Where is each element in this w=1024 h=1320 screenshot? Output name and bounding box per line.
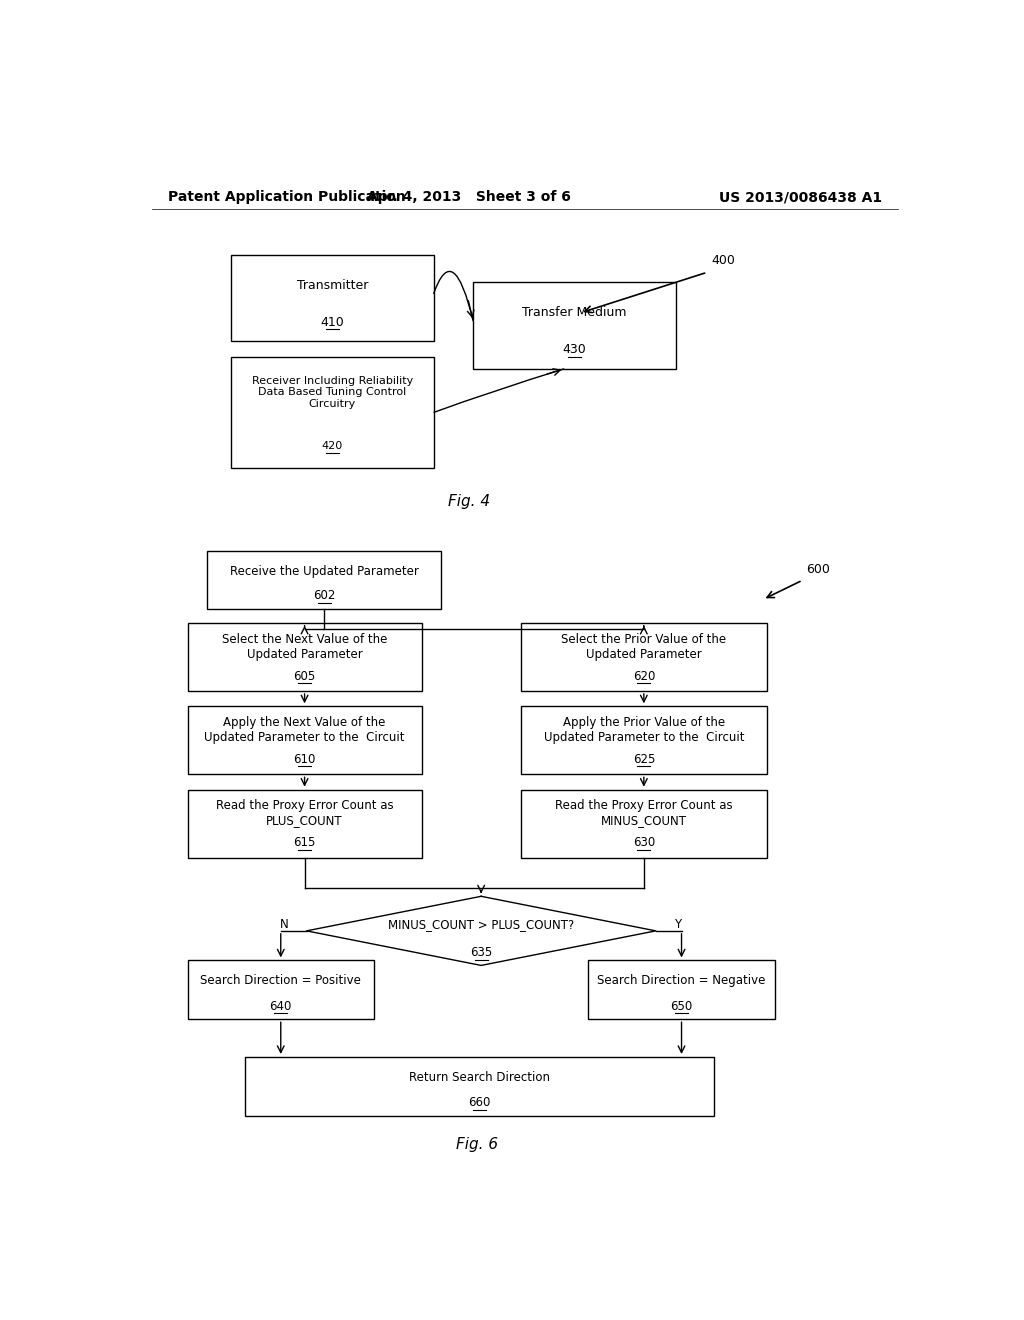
Text: Return Search Direction: Return Search Direction <box>409 1071 550 1084</box>
FancyBboxPatch shape <box>187 706 422 775</box>
FancyArrowPatch shape <box>767 581 800 598</box>
Text: Y: Y <box>675 919 682 932</box>
Text: Transfer Medium: Transfer Medium <box>522 306 627 319</box>
Text: Search Direction = Positive: Search Direction = Positive <box>201 974 361 987</box>
Polygon shape <box>306 896 655 965</box>
Text: Read the Proxy Error Count as
MINUS_COUNT: Read the Proxy Error Count as MINUS_COUN… <box>555 800 732 828</box>
Text: 605: 605 <box>294 669 315 682</box>
FancyBboxPatch shape <box>521 706 767 775</box>
Text: N: N <box>280 919 289 932</box>
FancyBboxPatch shape <box>521 789 767 858</box>
FancyArrowPatch shape <box>585 273 705 313</box>
Text: MINUS_COUNT > PLUS_COUNT?: MINUS_COUNT > PLUS_COUNT? <box>388 919 574 932</box>
Text: Transmitter: Transmitter <box>297 279 368 292</box>
Text: 430: 430 <box>562 343 587 356</box>
Text: Apply the Next Value of the
Updated Parameter to the  Circuit: Apply the Next Value of the Updated Para… <box>205 715 404 744</box>
FancyBboxPatch shape <box>521 623 767 690</box>
Text: Apr. 4, 2013   Sheet 3 of 6: Apr. 4, 2013 Sheet 3 of 6 <box>368 190 571 205</box>
Text: Read the Proxy Error Count as
PLUS_COUNT: Read the Proxy Error Count as PLUS_COUNT <box>216 800 393 828</box>
FancyBboxPatch shape <box>187 789 422 858</box>
FancyBboxPatch shape <box>231 356 433 469</box>
Text: Patent Application Publication: Patent Application Publication <box>168 190 406 205</box>
Text: 615: 615 <box>294 836 315 849</box>
FancyBboxPatch shape <box>187 623 422 690</box>
Text: 625: 625 <box>633 752 655 766</box>
Text: 400: 400 <box>712 253 735 267</box>
Text: Select the Next Value of the
Updated Parameter: Select the Next Value of the Updated Par… <box>222 632 387 661</box>
FancyBboxPatch shape <box>207 550 441 609</box>
Text: 600: 600 <box>807 562 830 576</box>
Text: 660: 660 <box>468 1097 490 1109</box>
Text: 640: 640 <box>269 999 292 1012</box>
Text: 610: 610 <box>294 752 315 766</box>
Text: 420: 420 <box>322 441 343 451</box>
Text: Search Direction = Negative: Search Direction = Negative <box>597 974 766 987</box>
Text: Apply the Prior Value of the
Updated Parameter to the  Circuit: Apply the Prior Value of the Updated Par… <box>544 715 744 744</box>
Text: 410: 410 <box>321 315 344 329</box>
Text: 650: 650 <box>671 999 692 1012</box>
FancyBboxPatch shape <box>588 961 775 1019</box>
Text: Select the Prior Value of the
Updated Parameter: Select the Prior Value of the Updated Pa… <box>561 632 726 661</box>
FancyBboxPatch shape <box>473 282 676 368</box>
FancyBboxPatch shape <box>187 961 374 1019</box>
Text: Fig. 4: Fig. 4 <box>449 495 490 510</box>
Text: US 2013/0086438 A1: US 2013/0086438 A1 <box>719 190 882 205</box>
Text: 635: 635 <box>470 946 493 960</box>
Text: Receive the Updated Parameter: Receive the Updated Parameter <box>230 565 419 578</box>
Text: Fig. 6: Fig. 6 <box>456 1137 499 1152</box>
Text: 630: 630 <box>633 836 655 849</box>
Text: 620: 620 <box>633 669 655 682</box>
FancyBboxPatch shape <box>231 255 433 342</box>
Text: Receiver Including Reliability
Data Based Tuning Control
Circuitry: Receiver Including Reliability Data Base… <box>252 376 413 409</box>
FancyBboxPatch shape <box>246 1057 714 1115</box>
Text: 602: 602 <box>313 590 336 602</box>
